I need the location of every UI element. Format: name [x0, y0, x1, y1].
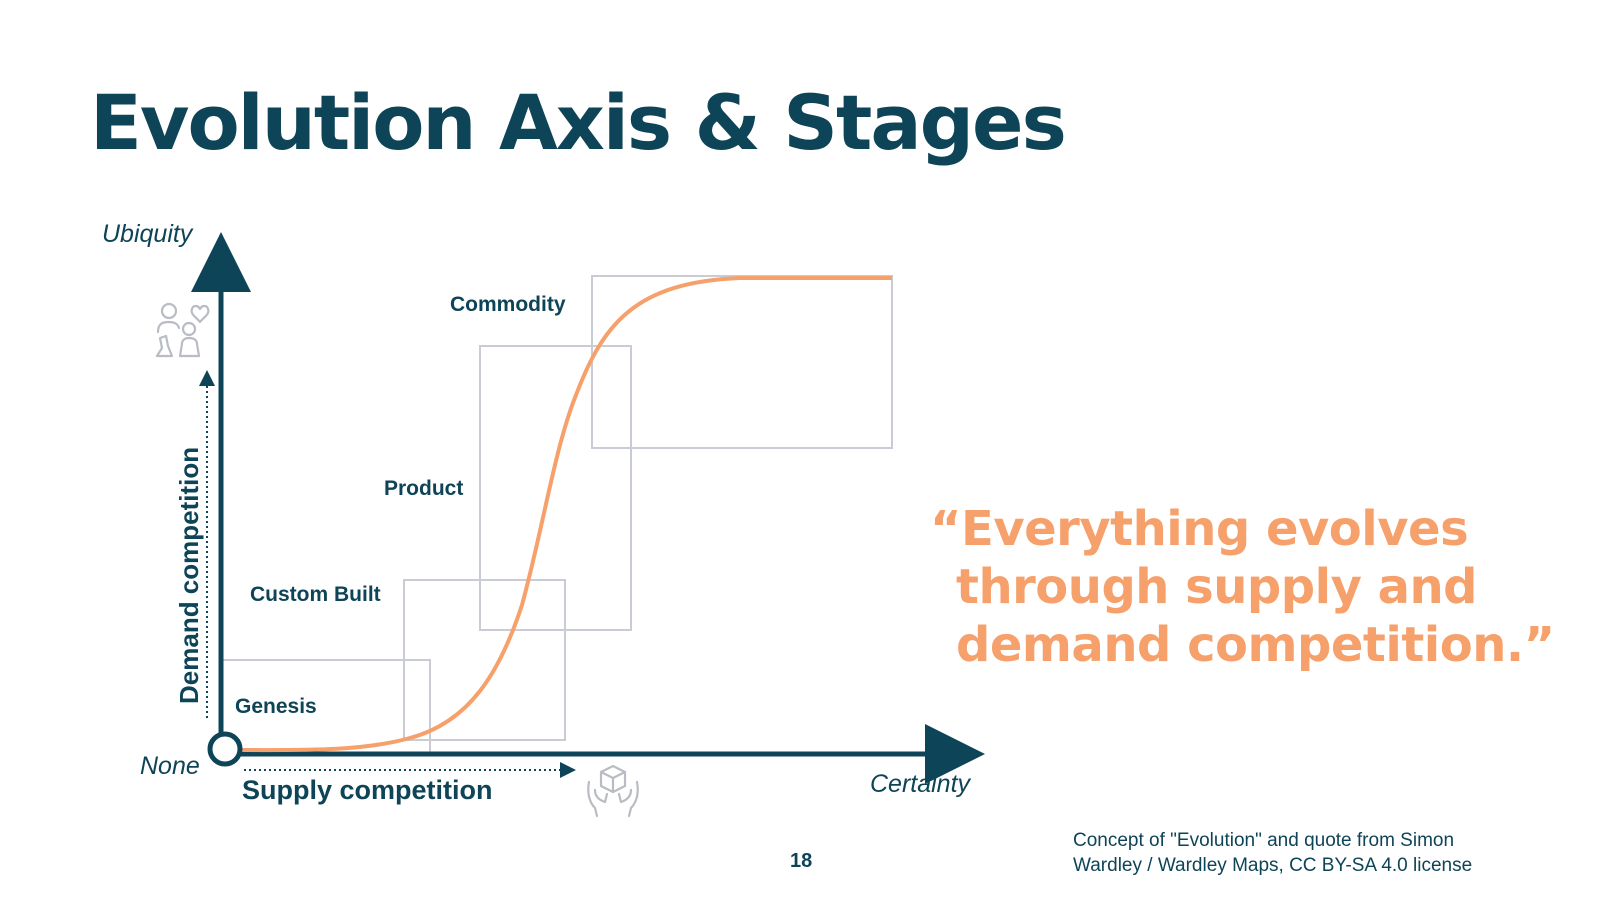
source-line: Concept of "Evolution" and quote from Si… — [1073, 830, 1455, 851]
commodity-stage-box — [591, 275, 893, 449]
y-axis-title: Demand competition — [174, 447, 204, 704]
origin-marker — [207, 731, 243, 767]
genesis-label: Genesis — [235, 695, 317, 718]
source-line: Wardley / Wardley Maps, CC BY-SA 4.0 lic… — [1073, 855, 1473, 876]
hands-box-icon — [587, 764, 639, 818]
product-label: Product — [384, 477, 463, 500]
product-stage-box — [479, 345, 632, 631]
custom-built-label: Custom Built — [250, 583, 381, 606]
quote-line: demand competition.” — [956, 617, 1555, 673]
commodity-label: Commodity — [450, 293, 566, 316]
evolution-curve — [224, 276, 892, 753]
custom-built-stage-box — [403, 579, 566, 741]
quote-line: through supply and — [956, 559, 1478, 615]
x-axis-title: Supply competition — [242, 775, 493, 805]
origin-label: None — [140, 752, 200, 780]
page-number: 18 — [790, 850, 813, 872]
y-axis-top-label: Ubiquity — [102, 220, 194, 248]
x-axis-end-label: Certainty — [870, 770, 972, 798]
source-attribution: Concept of "Evolution" and quote from Si… — [1073, 828, 1543, 878]
page-title: Evolution Axis & Stages — [90, 78, 1067, 167]
people-heart-icon — [155, 302, 210, 358]
quote: “Everything evolves through supply and d… — [930, 500, 1555, 674]
quote-line: “Everything evolves — [930, 501, 1469, 557]
